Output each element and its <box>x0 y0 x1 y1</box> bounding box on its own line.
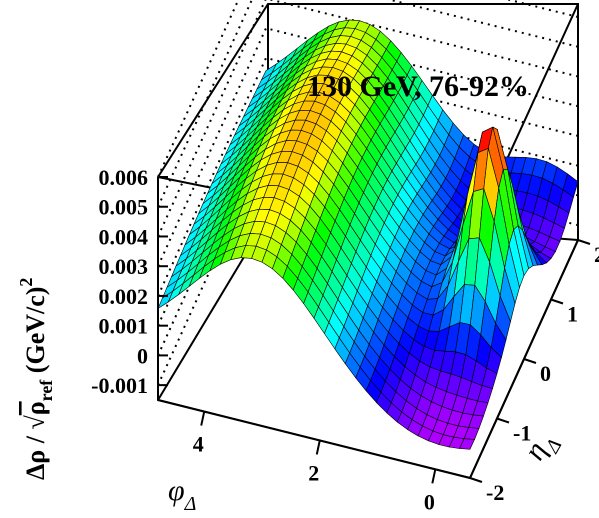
x-tick-label: 0 <box>424 489 435 514</box>
x-axis-symbol: φ <box>168 474 185 507</box>
x-tick-label: 4 <box>193 432 204 457</box>
y-tick-label: 2 <box>594 242 599 267</box>
x-axis-label: φΔ <box>168 474 196 515</box>
y-tick-mark <box>577 239 591 245</box>
y-tick-label: -1 <box>513 421 531 446</box>
z-tick-label: 0.004 <box>99 224 149 249</box>
y-axis-ticks: -2 -1 0 1 2 <box>469 239 599 505</box>
x-tick-mark <box>200 411 206 426</box>
surface-cell <box>459 438 475 450</box>
x-tick-label: 2 <box>308 460 319 485</box>
y-tick-mark <box>469 477 483 483</box>
z-tick-label: 0.002 <box>99 284 149 309</box>
z-axis-ticks: -0.001 0 0.001 0.002 0.003 0.004 0.005 0.006 <box>91 165 168 398</box>
y-tick-mark <box>496 417 510 424</box>
x-axis-subscript: Δ <box>184 493 197 515</box>
z-label-sqrt: √ <box>21 415 50 430</box>
y-tick-mark <box>550 298 564 305</box>
y-tick-label: 0 <box>540 361 551 386</box>
z-axis-label: Δρ / √ρref (GeV/c)2 <box>16 278 56 480</box>
z-tick-label: 0.003 <box>99 254 149 279</box>
z-label-units: (GeV/c) <box>21 287 50 380</box>
y-tick-label: 1 <box>567 302 578 327</box>
x-tick-mark <box>431 469 437 484</box>
chart-title: 130 GeV, 76-92% <box>307 70 529 103</box>
z-tick-label: 0.006 <box>99 165 149 190</box>
z-label-rho: ρ <box>21 401 50 415</box>
z-tick-label: 0.005 <box>99 195 149 220</box>
z-tick-label: -0.001 <box>91 373 148 398</box>
z-tick-label: 0.001 <box>99 314 149 339</box>
y-tick-mark <box>523 358 537 364</box>
z-label-power: 2 <box>16 278 36 287</box>
z-label-ref: ref <box>36 379 56 402</box>
z-label-delta-rho: Δρ / <box>21 430 50 480</box>
x-tick-mark <box>315 440 321 455</box>
surface-mesh <box>157 19 579 450</box>
y-tick-label: -2 <box>486 480 504 505</box>
x-axis-ticks: 0 2 4 <box>193 411 437 514</box>
z-tick-label: 0 <box>137 343 148 368</box>
floor-front-edge <box>157 399 471 479</box>
